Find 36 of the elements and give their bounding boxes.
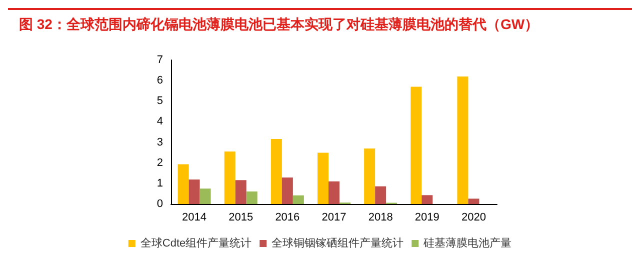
chart-title: 图 32：全球范围内碲化镉电池薄膜电池已基本实现了对硅基薄膜电池的替代（GW） xyxy=(19,16,539,32)
y-tick-label: 2 xyxy=(156,156,163,169)
y-tick-label: 6 xyxy=(156,74,163,87)
bar xyxy=(364,148,376,204)
legend-label: 全球Cdte组件产量统计 xyxy=(140,236,252,250)
x-tick-label: 2020 xyxy=(461,212,486,224)
bar xyxy=(468,198,480,204)
y-tick-label: 5 xyxy=(156,95,163,108)
bar xyxy=(224,152,236,204)
bar xyxy=(375,186,386,204)
legend-label: 全球铜铟镓硒组件产量统计 xyxy=(272,236,404,250)
y-tick-label: 1 xyxy=(156,177,163,190)
legend-label: 硅基薄膜电池产量 xyxy=(422,236,512,250)
bar xyxy=(318,152,328,204)
y-tick-label: 4 xyxy=(156,116,163,128)
x-tick-label: 2015 xyxy=(228,212,254,224)
bar xyxy=(292,195,304,204)
x-tick-label: 2016 xyxy=(275,212,300,224)
bar xyxy=(422,195,433,204)
x-tick-label: 2019 xyxy=(414,212,440,224)
bar xyxy=(270,138,282,204)
x-tick-label: 2017 xyxy=(322,212,346,224)
y-tick-label: 7 xyxy=(156,54,163,66)
bar xyxy=(410,86,422,204)
x-tick-label: 2014 xyxy=(182,212,207,224)
bar xyxy=(282,177,293,204)
bar xyxy=(328,181,340,204)
y-tick-label: 0 xyxy=(156,198,163,210)
bar xyxy=(246,191,258,204)
bar xyxy=(188,180,200,204)
bar xyxy=(178,164,189,204)
y-tick-label: 3 xyxy=(156,136,163,148)
x-tick-label: 2018 xyxy=(368,212,393,224)
bar xyxy=(235,180,246,204)
bar xyxy=(200,188,211,204)
bar xyxy=(457,76,468,204)
